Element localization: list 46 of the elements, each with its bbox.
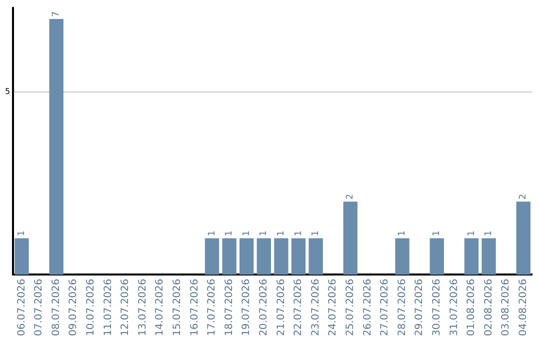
- x-tick-label: 31.07.2026: [448, 278, 460, 336]
- data-label: 1: [224, 230, 235, 236]
- x-tick-label: 13.07.2026: [137, 278, 148, 336]
- x-tick-label: 18.07.2026: [224, 278, 235, 336]
- x-tick-label: 21.07.2026: [276, 278, 287, 336]
- x-tick-label: 25.07.2026: [344, 278, 356, 336]
- data-label: 1: [398, 230, 408, 236]
- x-tick-label: 15.07.2026: [172, 278, 184, 336]
- x-tick-label: 22.07.2026: [293, 278, 304, 336]
- x-tick-label: 16.07.2026: [189, 278, 200, 336]
- x-tick-label: 08.07.2026: [50, 278, 62, 336]
- x-tick-label: 09.07.2026: [68, 278, 80, 336]
- data-label: 1: [259, 230, 270, 236]
- x-tick-label: 24.07.2026: [328, 278, 339, 336]
- data-label: 1: [17, 230, 28, 236]
- data-label: 1: [432, 230, 442, 236]
- data-label: 1: [242, 230, 252, 236]
- x-tick-label: 12.07.2026: [120, 278, 132, 336]
- x-tick-label: 29.07.2026: [414, 278, 426, 336]
- x-tick-label: 19.07.2026: [241, 278, 252, 336]
- x-tick-label: 11.07.2026: [102, 278, 114, 336]
- x-tick-label: 07.07.2026: [34, 278, 45, 336]
- x-tick-label: 03.08.2026: [500, 278, 512, 336]
- data-label: 1: [294, 230, 304, 236]
- x-tick-label: 17.07.2026: [206, 278, 218, 336]
- x-tick-label: 10.07.2026: [86, 278, 97, 336]
- x-tick-label: 26.07.2026: [362, 278, 374, 336]
- x-tick-label: 28.07.2026: [396, 278, 408, 336]
- x-tick-label: 04.08.2026: [518, 278, 529, 336]
- data-label: 1: [207, 230, 218, 236]
- data-label: 7: [52, 11, 62, 17]
- x-tick-label: 02.08.2026: [483, 278, 494, 336]
- data-label: 1: [466, 230, 477, 236]
- x-tick-label: 14.07.2026: [154, 278, 166, 336]
- x-tick-label: 30.07.2026: [431, 278, 442, 336]
- data-label: 2: [518, 194, 529, 200]
- x-tick-label: 01.08.2026: [466, 278, 478, 336]
- y-tick-label: 5: [4, 87, 10, 96]
- x-tick-label: 06.07.2026: [16, 278, 28, 336]
- x-tick-label: 27.07.2026: [380, 278, 391, 336]
- data-label: 1: [484, 230, 494, 236]
- data-label: 2: [346, 194, 356, 200]
- data-label: 1: [276, 230, 287, 236]
- x-tick-label: 23.07.2026: [310, 278, 322, 336]
- data-label: 1: [311, 230, 322, 236]
- x-tick-label: 20.07.2026: [258, 278, 270, 336]
